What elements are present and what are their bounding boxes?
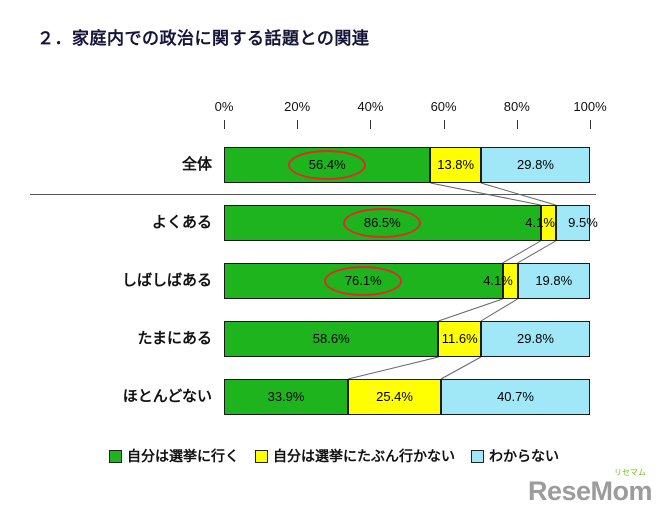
bar-segment-yellow bbox=[502, 263, 518, 299]
bar-row: 86.5% 4.1% 9.5% bbox=[224, 205, 598, 241]
x-axis-tick bbox=[224, 120, 225, 129]
bar-row: 58.6% 11.6% 29.8% bbox=[224, 321, 590, 357]
x-axis-tick bbox=[297, 120, 299, 129]
series-line bbox=[480, 182, 556, 206]
x-axis-label: 80% bbox=[503, 99, 530, 114]
bar-segment-green bbox=[224, 379, 349, 415]
segment-value-label: 29.8% bbox=[517, 157, 554, 172]
bar-segment-green bbox=[224, 263, 503, 299]
logo-text: ReseMom bbox=[527, 476, 653, 506]
bar-segment-green bbox=[224, 321, 439, 357]
page-title: ２．家庭内での政治に関する話題との関連 bbox=[37, 29, 370, 48]
legend-label: 自分は選挙に行く bbox=[127, 448, 239, 464]
bar-segment-cyan bbox=[480, 321, 590, 357]
segment-value-label: 29.8% bbox=[517, 331, 554, 346]
bar-row: 33.9% 25.4% 40.7% bbox=[224, 379, 590, 415]
bar-segment-green bbox=[224, 205, 541, 241]
bar-row: 56.4% 13.8% 29.8% bbox=[224, 147, 590, 183]
x-axis-tick bbox=[370, 120, 372, 129]
bar-segment-green bbox=[224, 147, 431, 183]
bar-segment-cyan bbox=[480, 147, 590, 183]
bar-segment-yellow bbox=[430, 147, 481, 183]
x-axis-label: 60% bbox=[430, 99, 457, 114]
bar-segment-yellow bbox=[438, 321, 481, 357]
segment-value-label: 56.4% bbox=[308, 157, 346, 172]
series-line bbox=[502, 240, 541, 264]
legend-swatch-icon bbox=[255, 449, 268, 463]
series-line bbox=[480, 298, 518, 322]
bar-segment-yellow bbox=[348, 379, 442, 415]
bar-segment-cyan bbox=[517, 263, 590, 299]
segment-value-label: 25.4% bbox=[376, 389, 413, 404]
x-axis-label: 0% bbox=[214, 99, 234, 114]
segment-value-label: 9.5% bbox=[568, 215, 598, 230]
segment-value-label: 86.5% bbox=[363, 215, 401, 230]
x-axis-tick bbox=[443, 120, 445, 129]
segment-value-label: 19.8% bbox=[535, 273, 573, 288]
legend-item: 自分は選挙に行く bbox=[109, 446, 239, 466]
series-line bbox=[430, 182, 541, 206]
x-axis-label: 40% bbox=[357, 99, 384, 114]
legend-item: わからない bbox=[471, 446, 559, 466]
legend: 自分は選挙に行く 自分は選挙にたぶん行かない わからない bbox=[0, 446, 668, 466]
category-label: ほとんどない bbox=[122, 388, 212, 405]
segment-value-label: 13.8% bbox=[437, 157, 475, 172]
overall-separator-line bbox=[30, 194, 596, 195]
legend-swatch-icon bbox=[471, 449, 484, 463]
series-connector-lines bbox=[347, 182, 556, 380]
segment-value-label: 76.1% bbox=[344, 273, 382, 288]
bar-segment-yellow bbox=[540, 205, 556, 241]
category-label: たまにある bbox=[137, 330, 212, 347]
series-line bbox=[517, 240, 556, 264]
segment-value-label: 40.7% bbox=[497, 389, 534, 404]
segment-value-label: 33.9% bbox=[267, 389, 305, 404]
x-axis-tick bbox=[516, 120, 518, 129]
segment-value-label: 11.6% bbox=[441, 331, 478, 346]
series-line bbox=[438, 298, 503, 322]
logo-katakana-text: リセマム bbox=[614, 468, 646, 477]
x-axis-label: 20% bbox=[284, 99, 311, 114]
legend-label: わからない bbox=[489, 448, 559, 464]
legend-swatch-icon bbox=[109, 449, 122, 463]
x-axis-label: 100% bbox=[573, 99, 607, 114]
segment-value-label: 4.1% bbox=[525, 215, 555, 230]
resemom-logo: リセマム ReseMom bbox=[527, 468, 653, 506]
legend-label: 自分は選挙にたぶん行かない bbox=[273, 448, 455, 464]
bar-segment-cyan bbox=[441, 379, 590, 415]
category-label: よくある bbox=[151, 214, 212, 231]
series-line bbox=[440, 356, 482, 380]
segment-value-label: 4.1% bbox=[483, 273, 513, 288]
series-line bbox=[347, 356, 439, 380]
legend-item: 自分は選挙にたぶん行かない bbox=[255, 446, 455, 466]
category-label: しばしばある bbox=[121, 272, 212, 289]
segment-value-label: 58.6% bbox=[312, 331, 350, 346]
bar-row: 76.1% 4.1% 19.8% bbox=[224, 263, 590, 299]
x-axis-tick bbox=[590, 120, 591, 129]
bar-segment-cyan bbox=[555, 205, 590, 241]
category-label: 全体 bbox=[181, 156, 212, 173]
